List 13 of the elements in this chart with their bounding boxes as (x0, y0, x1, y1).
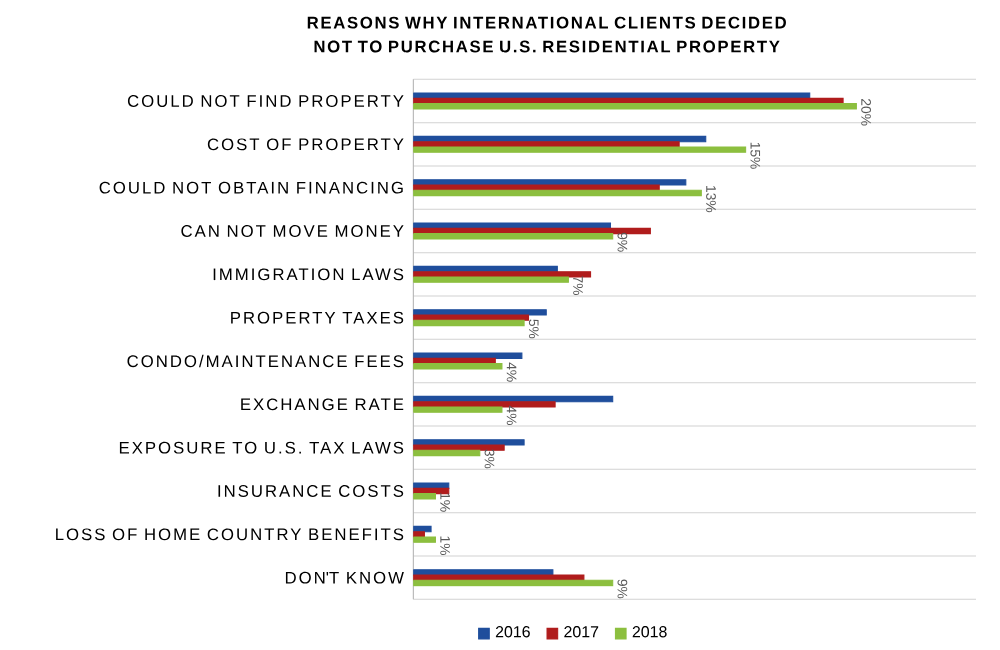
y-tick-label: CAN NOT MOVE MONEY (181, 225, 404, 237)
y-tick-label: EXCHANGE RATE (241, 398, 404, 411)
y-tick-label: DON'T KNOW (285, 571, 404, 584)
y-tick-label: INSURANCE COSTS (218, 485, 404, 497)
y-tick-label: PROPERTY TAXES (231, 311, 404, 324)
y-tick-label: COULD NOT OBTAIN FINANCING (99, 181, 403, 194)
y-tick-label: COULD NOT FIND PROPERTY (127, 95, 404, 107)
y-tick-label: CONDO/MAINTENANCE FEES (127, 354, 404, 368)
y-tick-label: IMMIGRATION LAWS (213, 268, 404, 281)
chart-title: REASONS WHY INTERNATIONAL CLIENTS DECIDED NOT TO PURCHASE U.S. RESIDENTIAL PROPERTY (307, 16, 786, 53)
y-tick-label: LOSS OF HOME COUNTRY BENEFITS (56, 528, 404, 541)
y-tick-label: EXPOSURE TO U.S. TAX LAWS (119, 441, 404, 454)
y-tick-label: COST OF PROPERTY (207, 138, 404, 151)
